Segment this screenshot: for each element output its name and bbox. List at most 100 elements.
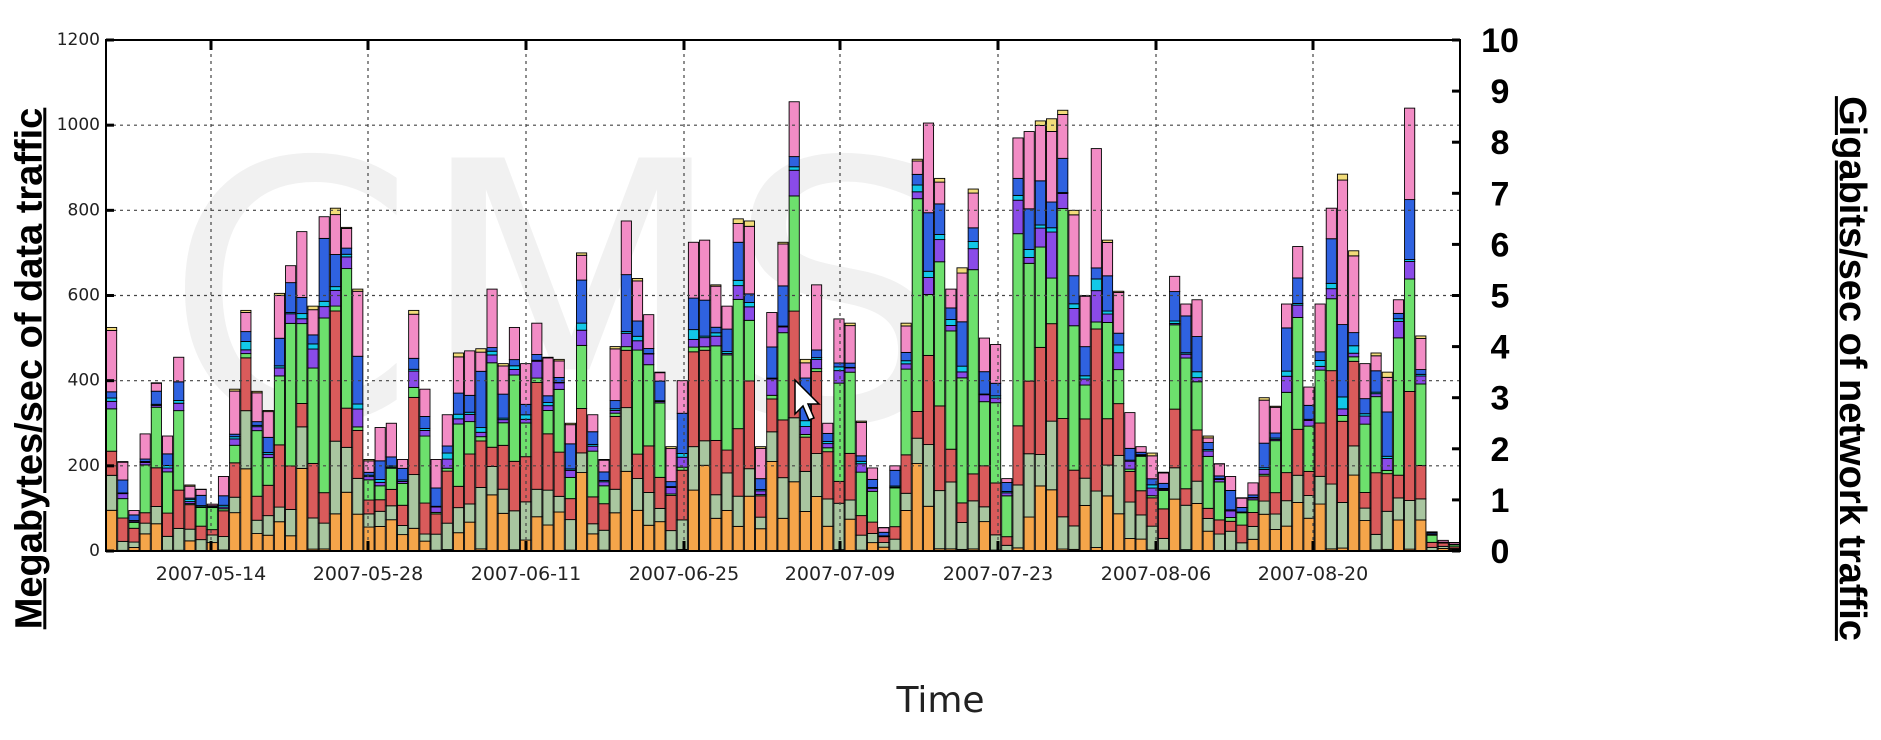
bar-segment (1326, 289, 1336, 299)
bar-segment (1080, 296, 1090, 346)
bar-segment (756, 496, 766, 517)
bar-segment (1114, 345, 1124, 353)
bar-segment (1360, 416, 1370, 424)
bar-segment (1214, 534, 1224, 551)
bar-segment (1270, 529, 1280, 551)
bar-segment (1416, 370, 1426, 375)
bar-segment (1281, 371, 1291, 376)
bar-segment (711, 286, 721, 327)
bar-segment (800, 363, 810, 378)
bar-segment (722, 329, 732, 351)
bar-segment (129, 522, 139, 528)
bar-segment (800, 427, 810, 435)
bar-segment (330, 255, 340, 287)
bar-segment (1192, 372, 1202, 378)
bar-segment (330, 208, 340, 214)
bar-segment (1125, 413, 1135, 449)
bar-segment (431, 459, 441, 488)
bar-segment (409, 358, 419, 369)
bar-segment (867, 543, 877, 551)
bar-segment (1035, 455, 1045, 486)
bar-segment (297, 232, 307, 298)
bar-segment (1024, 249, 1034, 257)
bar-segment (308, 518, 318, 549)
bar-segment (543, 406, 553, 411)
bar-segment (397, 505, 407, 525)
bar-segment (1371, 371, 1381, 392)
bar-segment (107, 409, 117, 451)
bar-segment (1416, 384, 1426, 465)
bar-segment (1226, 511, 1236, 518)
bar-segment (744, 221, 754, 226)
bar-segment (1158, 491, 1168, 509)
bar-segment (1024, 381, 1034, 454)
bar-segment (823, 499, 833, 526)
bar-segment (319, 238, 329, 301)
bar-segment (576, 408, 586, 452)
bar-segment (1248, 539, 1258, 551)
bar-segment (991, 383, 1001, 396)
bar-segment (1203, 456, 1213, 508)
bar-segment (879, 543, 889, 548)
bar-segment (856, 422, 866, 455)
bar-segment (789, 170, 799, 196)
bar-segment (1248, 483, 1258, 495)
bar-segment (196, 526, 206, 539)
bar-segment (420, 430, 430, 436)
bar-segment (1181, 304, 1191, 316)
x-tick-label: 2007-05-14 (156, 563, 266, 585)
bar-segment (1058, 114, 1068, 158)
right-axis-title: Gigabits/sec of network traffic (1830, 96, 1873, 641)
bar-segment (241, 312, 251, 331)
bar-segment (465, 414, 475, 421)
bar-segment (1158, 509, 1168, 539)
bar-segment (823, 452, 833, 499)
bar-segment (330, 287, 340, 291)
bar-segment (789, 482, 799, 551)
bar-segment (218, 511, 228, 537)
bar-segment (308, 310, 318, 335)
bar-segment (196, 540, 206, 551)
bar-segment (756, 479, 766, 490)
bar-segment (744, 320, 754, 381)
bar-segment (789, 418, 799, 482)
bar-segment (834, 383, 844, 481)
bar-segment (756, 447, 766, 449)
bar-segment (297, 427, 307, 469)
bar-segment (632, 479, 642, 511)
bar-segment (677, 381, 687, 414)
bar-segment (588, 497, 598, 524)
bar-segment (632, 336, 642, 340)
y-tick-label-left: 400 (68, 371, 100, 391)
bar-segment (610, 349, 620, 401)
bar-segment (487, 355, 497, 363)
x-tick-label: 2007-07-09 (785, 563, 895, 585)
bar-segment (1337, 415, 1347, 421)
bar-segment (923, 278, 933, 295)
bar-segment (767, 395, 777, 399)
bar-segment (1360, 508, 1370, 520)
bar-segment (935, 491, 945, 549)
bar-segment (700, 338, 710, 347)
bar-segment (677, 467, 687, 470)
bar-segment (1181, 354, 1191, 358)
bar-segment (979, 402, 989, 466)
bar-segment (1125, 539, 1135, 551)
bar-segment (1371, 397, 1381, 473)
bar-segment (162, 454, 172, 466)
bar-segment (1102, 465, 1112, 496)
bar-segment (1046, 228, 1056, 232)
bar-segment (196, 489, 206, 495)
bar-segment (252, 496, 262, 520)
bar-segment (453, 424, 463, 486)
bar-segment (979, 522, 989, 551)
bar-segment (442, 446, 452, 453)
bar-segment (1080, 347, 1090, 376)
bar-segment (196, 495, 206, 505)
bar-segment (319, 318, 329, 493)
bar-segment (498, 420, 508, 423)
bar-segment (1170, 325, 1180, 409)
bar-segment (476, 371, 486, 427)
